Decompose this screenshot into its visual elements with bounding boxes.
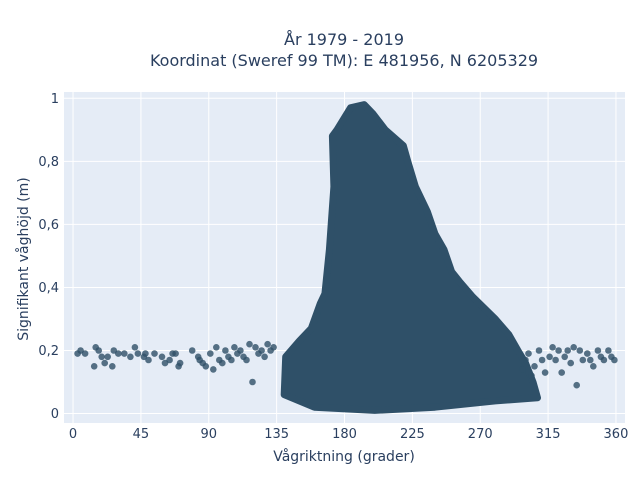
scatter-point bbox=[95, 347, 102, 354]
scatter-point bbox=[594, 347, 602, 354]
scatter-point bbox=[584, 350, 591, 357]
y-tick-label: 0,2 bbox=[38, 344, 59, 359]
scatter-point bbox=[552, 356, 559, 364]
scatter-point bbox=[231, 344, 238, 351]
x-tick-label: 180 bbox=[332, 427, 357, 442]
chart-title: År 1979 - 2019 bbox=[284, 30, 404, 49]
x-tick-label: 45 bbox=[133, 427, 150, 442]
scatter-point bbox=[121, 350, 128, 357]
y-tick-label: 0 bbox=[51, 407, 59, 422]
scatter-point bbox=[222, 347, 229, 354]
scatter-point bbox=[243, 356, 250, 364]
scatter-point bbox=[213, 344, 220, 351]
x-tick-label: 360 bbox=[604, 427, 629, 442]
scatter-point bbox=[151, 350, 158, 357]
y-axis-label: Signifikant våghöjd (m) bbox=[15, 177, 32, 340]
scatter-point bbox=[228, 356, 235, 364]
scatter-point bbox=[210, 366, 217, 373]
x-tick-label: 315 bbox=[536, 427, 561, 442]
scatter-point bbox=[541, 369, 549, 376]
x-tick-label: 270 bbox=[468, 427, 493, 442]
scatter-point bbox=[115, 350, 122, 357]
scatter-point bbox=[564, 347, 571, 354]
scatter-point bbox=[590, 363, 597, 370]
x-tick-label: 225 bbox=[400, 427, 425, 442]
scatter-point bbox=[261, 353, 268, 361]
scatter-point bbox=[579, 356, 587, 364]
x-tick-label: 0 bbox=[69, 427, 77, 442]
scatter-point bbox=[104, 353, 111, 361]
scatter-point bbox=[166, 356, 173, 364]
scatter-point bbox=[249, 378, 256, 386]
scatter-point bbox=[188, 347, 196, 354]
scatter-point bbox=[549, 344, 556, 351]
scatter-point bbox=[219, 359, 226, 367]
scatter-point bbox=[134, 350, 142, 357]
scatter-point bbox=[525, 350, 532, 357]
scatter-point bbox=[538, 356, 546, 364]
y-tick-label: 1 bbox=[51, 92, 59, 107]
scatter-point bbox=[207, 350, 214, 357]
scatter-point bbox=[528, 372, 535, 380]
scatter-point bbox=[202, 363, 210, 370]
scatter-point bbox=[270, 344, 277, 351]
scatter-point bbox=[561, 353, 568, 361]
scatter-point bbox=[109, 363, 116, 370]
scatter-point bbox=[605, 347, 612, 354]
scatter-point bbox=[600, 356, 608, 364]
scatter-point bbox=[142, 350, 149, 357]
y-tick-label: 0,6 bbox=[38, 218, 59, 233]
scatter-point bbox=[246, 340, 253, 348]
scatter-point bbox=[611, 356, 618, 364]
scatter-point bbox=[131, 344, 139, 351]
x-axis-ticks: 0 45 90 135 180 225 270 315 360 bbox=[69, 427, 628, 442]
scatter-point bbox=[570, 344, 577, 351]
scatter-point bbox=[558, 369, 565, 376]
scatter-point bbox=[172, 350, 179, 357]
scatter-point bbox=[522, 356, 529, 364]
scatter-point bbox=[158, 353, 166, 361]
scatter-point bbox=[98, 353, 105, 361]
y-axis-ticks: 0 0,2 0,4 0,6 0,8 1 bbox=[38, 92, 59, 422]
dense-point-cloud bbox=[280, 101, 541, 414]
scatter-point bbox=[237, 347, 244, 354]
x-tick-label: 135 bbox=[264, 427, 289, 442]
x-axis-label: Vågriktning (grader) bbox=[273, 448, 415, 465]
chart-subtitle: Koordinat (Sweref 99 TM): E 481956, N 62… bbox=[150, 51, 538, 70]
dense-scatter-region bbox=[280, 101, 541, 414]
scatter-point bbox=[252, 344, 259, 351]
scatter-point bbox=[519, 366, 526, 373]
scatter-point bbox=[555, 347, 562, 354]
scatter-points bbox=[74, 340, 618, 389]
scatter-point bbox=[81, 350, 89, 357]
y-tick-label: 0,8 bbox=[38, 155, 59, 170]
scatter-point bbox=[576, 347, 584, 354]
scatter-point bbox=[127, 353, 134, 361]
scatter-point bbox=[258, 347, 265, 354]
scatter-point bbox=[535, 347, 543, 354]
scatter-point bbox=[90, 363, 98, 370]
scatter-point bbox=[264, 340, 271, 348]
scatter-point bbox=[573, 381, 580, 389]
scatter-point bbox=[546, 353, 553, 361]
scatter-point bbox=[101, 359, 108, 367]
scatter-point bbox=[531, 363, 538, 370]
scatter-point bbox=[587, 356, 594, 364]
x-tick-label: 90 bbox=[201, 427, 218, 442]
scatter-point bbox=[567, 359, 574, 367]
scatter-point bbox=[145, 356, 152, 364]
y-tick-label: 0,4 bbox=[38, 281, 59, 296]
scatter-point bbox=[176, 359, 184, 367]
